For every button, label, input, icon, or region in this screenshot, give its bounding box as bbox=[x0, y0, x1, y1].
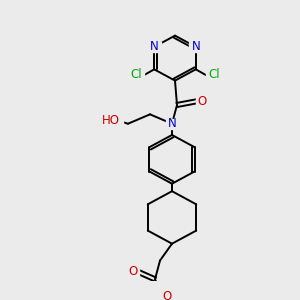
Bar bbox=[160, 291, 172, 300]
Text: HO: HO bbox=[102, 114, 120, 128]
Text: N: N bbox=[150, 40, 159, 53]
Bar bbox=[99, 116, 123, 126]
Bar bbox=[127, 267, 139, 277]
Text: N: N bbox=[168, 117, 176, 130]
Text: O: O bbox=[162, 290, 172, 300]
Text: O: O bbox=[197, 95, 207, 108]
Text: Cl: Cl bbox=[208, 68, 220, 82]
Bar bbox=[189, 42, 202, 52]
Text: N: N bbox=[191, 40, 200, 53]
Bar bbox=[128, 70, 144, 80]
Bar bbox=[166, 118, 178, 129]
Bar bbox=[196, 97, 208, 106]
Text: Cl: Cl bbox=[130, 68, 142, 82]
Text: O: O bbox=[128, 265, 138, 278]
Bar bbox=[148, 42, 161, 52]
Bar bbox=[206, 70, 222, 80]
